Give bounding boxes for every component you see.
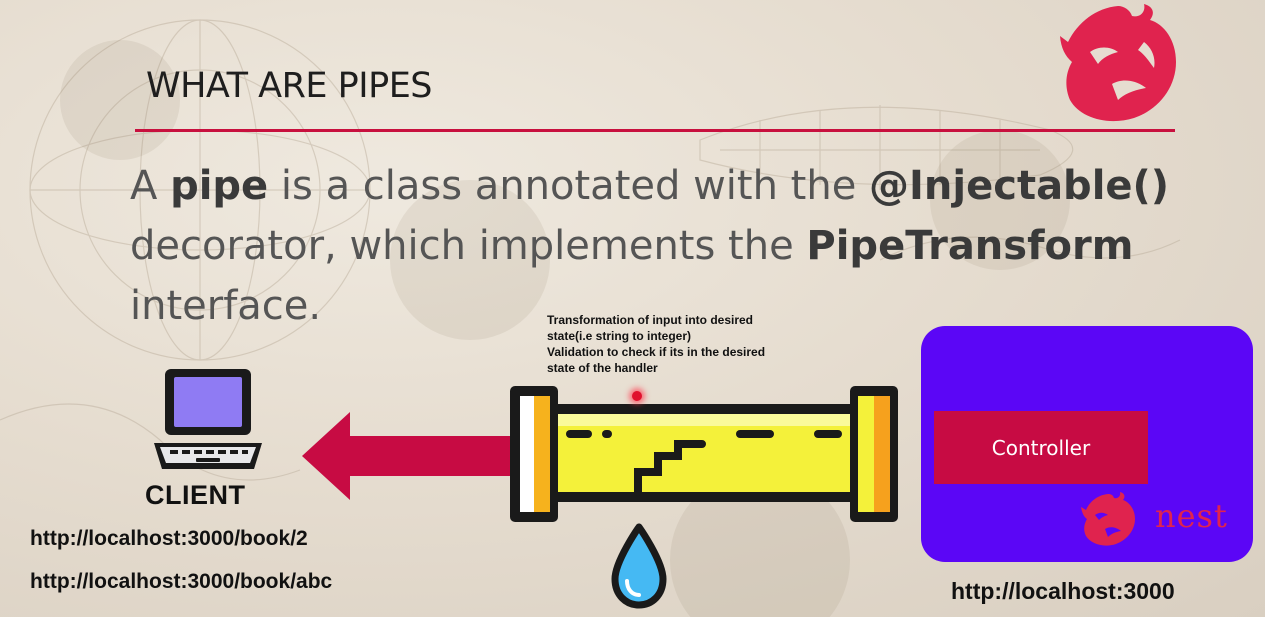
title-divider	[135, 129, 1175, 132]
definition-keyword-pipetransform: PipeTransform	[806, 223, 1134, 269]
nestjs-logo	[1060, 4, 1176, 122]
nest-wordmark: nest	[1155, 497, 1228, 535]
laptop-icon	[154, 369, 262, 469]
definition-text: A	[130, 163, 171, 209]
server-url: http://localhost:3000	[951, 578, 1175, 604]
pipe-note: Transformation of input into desired sta…	[547, 312, 797, 376]
definition-keyword-injectable: @Injectable()	[869, 163, 1170, 209]
water-drop-icon	[611, 523, 667, 609]
pipe-icon	[510, 386, 898, 522]
nestjs-logo	[1081, 492, 1135, 546]
note-line: Transformation of input into desired	[547, 313, 754, 327]
note-line: Validation to check if its in the desire…	[547, 345, 766, 359]
client-label: CLIENT	[145, 480, 246, 510]
client-url-1: http://localhost:3000/book/2	[30, 527, 308, 550]
definition-text: interface.	[130, 283, 322, 329]
definition-keyword-pipe: pipe	[170, 163, 269, 209]
client-url-2: http://localhost:3000/book/abc	[30, 570, 333, 593]
definition-text: is a class annotated with the	[268, 163, 870, 209]
note-line: state(i.e string to integer)	[547, 329, 692, 343]
pipe-definition: A pipe is a class annotated with the @In…	[130, 156, 1190, 336]
slide-title: WHAT ARE PIPES	[146, 66, 433, 106]
note-line: state of the handler	[547, 361, 658, 375]
controller-box: Controller	[934, 411, 1148, 484]
laser-pointer-dot	[632, 391, 642, 401]
arrow-left-icon	[302, 412, 522, 500]
definition-text: decorator, which implements the	[130, 223, 807, 269]
